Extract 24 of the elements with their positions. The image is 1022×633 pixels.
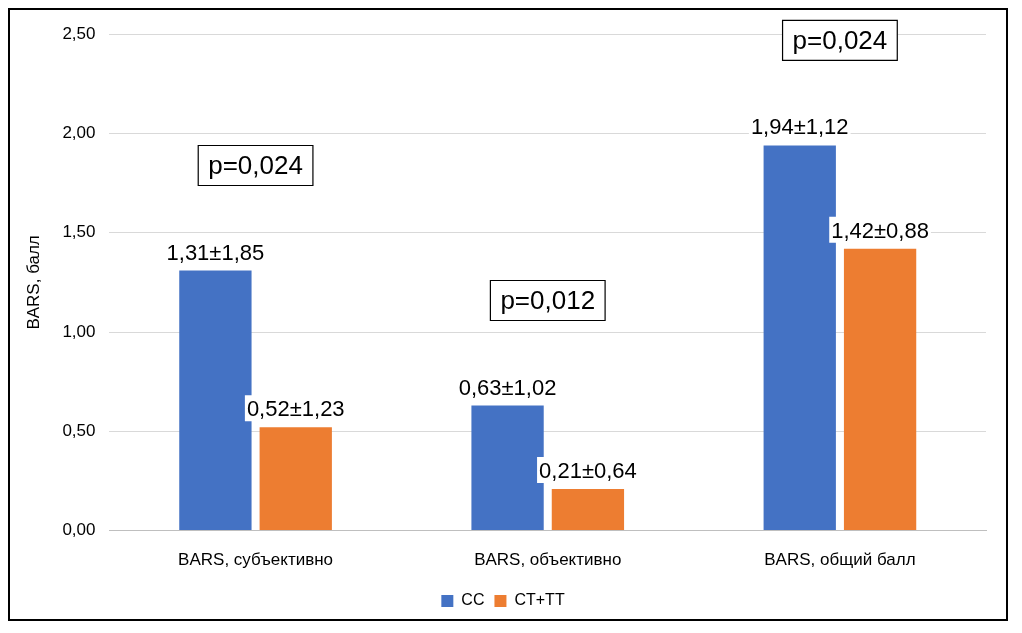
y-tick-label: 2,50: [62, 23, 96, 43]
bar: [843, 248, 917, 531]
x-tick-label: BARS, объективно: [474, 550, 622, 570]
annotation: p=0,024: [208, 149, 303, 180]
legend-label: CT+TT: [514, 591, 565, 609]
y-axis-title: BARS, балл: [23, 235, 43, 330]
data-label: 0,63±1,02: [458, 374, 557, 400]
y-tick-label: 1,50: [62, 222, 96, 242]
x-tick-label: BARS, субъективно: [178, 550, 334, 570]
y-tick-label: 2,00: [62, 123, 96, 143]
bar: [259, 427, 332, 531]
y-tick-label: 1,00: [62, 321, 96, 341]
data-label: 1,31±1,85: [166, 239, 265, 265]
data-label: 0,52±1,23: [246, 396, 345, 422]
bar: [551, 488, 625, 531]
data-label: 1,94±1,12: [750, 114, 849, 140]
data-label: 1,42±0,88: [831, 217, 929, 243]
x-tick-label: BARS, общий балл: [764, 550, 916, 570]
y-tick-label: 0,50: [62, 421, 96, 441]
data-label: 0,21±0,64: [539, 457, 637, 483]
annotation: p=0,012: [500, 284, 596, 315]
y-tick-label: 0,00: [62, 520, 96, 540]
legend-label: CC: [461, 591, 485, 609]
annotation: p=0,024: [792, 24, 888, 55]
